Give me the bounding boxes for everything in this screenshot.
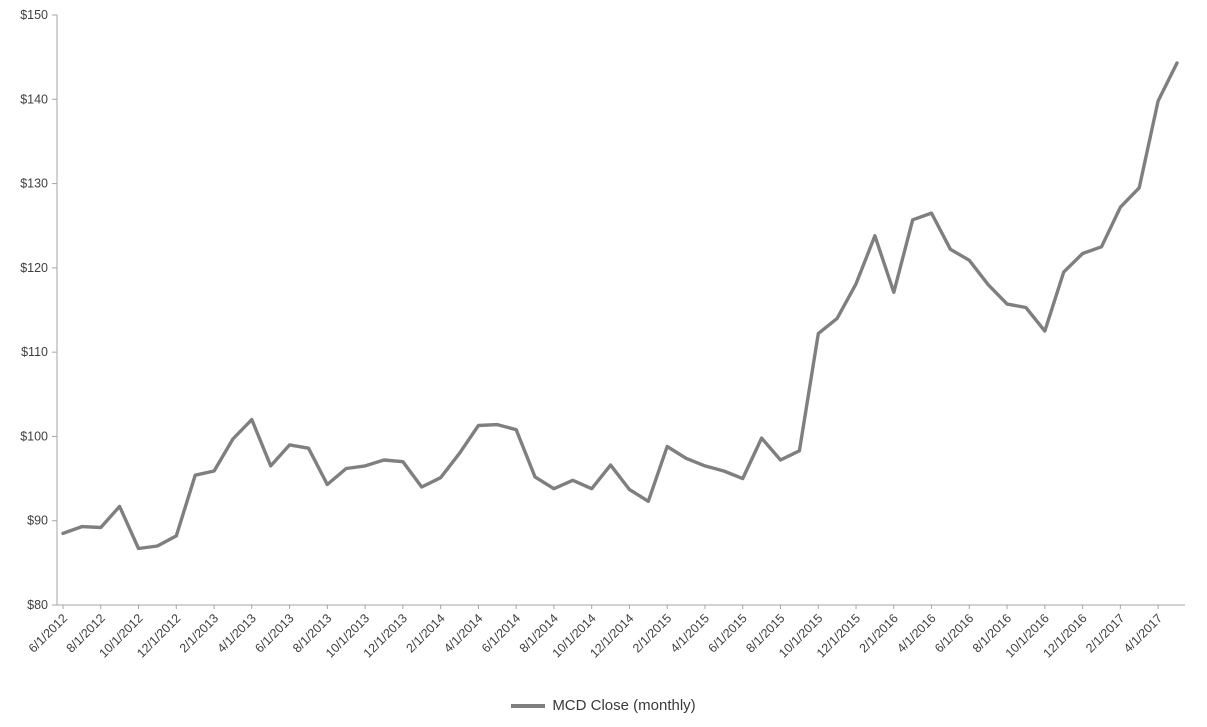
- legend-label: MCD Close (monthly): [552, 697, 696, 714]
- svg-text:2/1/2013: 2/1/2013: [177, 611, 221, 655]
- chart-plot-area: $80$90$100$110$120$130$140$1506/1/20128/…: [20, 8, 1185, 660]
- svg-text:$150: $150: [20, 8, 48, 22]
- svg-text:6/1/2015: 6/1/2015: [706, 611, 750, 655]
- svg-text:2/1/2017: 2/1/2017: [1083, 611, 1127, 655]
- svg-text:2/1/2014: 2/1/2014: [403, 611, 447, 655]
- svg-text:$110: $110: [21, 345, 48, 359]
- svg-text:4/1/2013: 4/1/2013: [215, 611, 259, 655]
- svg-text:4/1/2017: 4/1/2017: [1121, 611, 1165, 655]
- legend-line-swatch: [511, 703, 546, 708]
- svg-text:$130: $130: [20, 177, 48, 191]
- svg-text:$120: $120: [20, 261, 48, 275]
- svg-text:$140: $140: [20, 92, 48, 106]
- svg-text:4/1/2015: 4/1/2015: [668, 611, 712, 655]
- svg-text:6/1/2012: 6/1/2012: [26, 611, 70, 655]
- svg-text:6/1/2014: 6/1/2014: [479, 611, 523, 655]
- svg-text:2/1/2015: 2/1/2015: [630, 611, 674, 655]
- legend: MCD Close (monthly): [0, 697, 1207, 714]
- svg-text:4/1/2014: 4/1/2014: [441, 611, 485, 655]
- svg-text:6/1/2013: 6/1/2013: [252, 611, 296, 655]
- svg-text:$100: $100: [20, 429, 48, 443]
- svg-text:$90: $90: [27, 514, 48, 528]
- svg-text:$80: $80: [27, 598, 48, 612]
- svg-text:6/1/2016: 6/1/2016: [932, 611, 976, 655]
- svg-text:4/1/2016: 4/1/2016: [894, 611, 938, 655]
- svg-text:2/1/2016: 2/1/2016: [857, 611, 901, 655]
